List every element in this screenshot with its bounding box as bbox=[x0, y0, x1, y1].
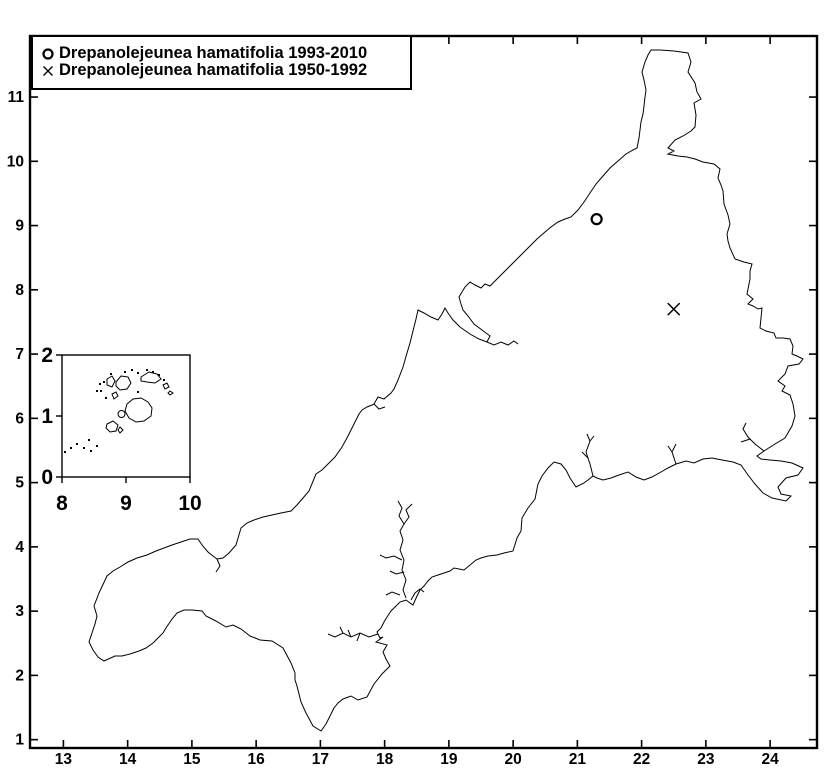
x-tick-label: 19 bbox=[440, 751, 458, 768]
islet-dot bbox=[103, 381, 105, 383]
x-tick-label: 15 bbox=[183, 751, 201, 768]
inset-x-tick-label: 9 bbox=[120, 492, 132, 515]
x-tick-label: 24 bbox=[761, 751, 779, 768]
island-eastern-isles-2 bbox=[167, 390, 174, 396]
x-tick-label: 17 bbox=[312, 751, 329, 768]
legend-item: Drepanolejeunea hamatifolia 1993-2010 bbox=[39, 45, 406, 62]
x-tick-label: 20 bbox=[504, 751, 521, 768]
river-helford-river bbox=[327, 632, 379, 638]
river-fowey-river bbox=[585, 433, 594, 477]
y-tick-label: 9 bbox=[15, 218, 24, 235]
inset-frame bbox=[61, 354, 191, 478]
legend: Drepanolejeunea hamatifolia 1993-2010 Dr… bbox=[31, 35, 412, 90]
record-marker-circle bbox=[590, 213, 603, 226]
river-lynher-river bbox=[742, 422, 765, 452]
river-fal-mylor-creek bbox=[389, 570, 405, 575]
river-fal-penryn-river bbox=[385, 591, 401, 596]
river-fal-restronguet bbox=[379, 554, 403, 561]
legend-item-label: Drepanolejeunea hamatifolia 1950-1992 bbox=[59, 61, 368, 79]
river-fal-percuil-river bbox=[410, 588, 425, 601]
islet-dot bbox=[163, 379, 165, 381]
scilly-inset: 8 9 10 0 1 2 bbox=[41, 344, 201, 515]
islet-dot bbox=[131, 369, 133, 371]
island-eastern-isles-1 bbox=[162, 382, 170, 390]
y-tick-label: 5 bbox=[15, 475, 24, 492]
islet-dot bbox=[158, 374, 160, 376]
islet-dot bbox=[90, 450, 92, 452]
y-tick-label: 10 bbox=[7, 153, 24, 170]
island-gugh bbox=[117, 426, 124, 434]
legend-item-label: Drepanolejeunea hamatifolia 1993-2010 bbox=[59, 44, 368, 62]
river-fal-truro-branch bbox=[403, 503, 413, 525]
y-tick-label: 6 bbox=[15, 410, 24, 427]
y-tick-label: 8 bbox=[15, 282, 24, 299]
islet-dot bbox=[83, 447, 85, 449]
x-marker-icon bbox=[43, 65, 53, 76]
y-tick-label: 4 bbox=[15, 539, 24, 556]
inset-y-tick-label: 2 bbox=[41, 344, 53, 367]
cornwall-map bbox=[88, 49, 804, 732]
record-marker-x bbox=[667, 302, 681, 316]
river-hayle-estuary bbox=[215, 558, 221, 573]
river-lynher-branch bbox=[740, 438, 751, 443]
islet-dot bbox=[124, 371, 126, 373]
river-looe-branch bbox=[671, 443, 677, 453]
river-fowey-fork bbox=[589, 435, 595, 442]
x-tick-label: 18 bbox=[376, 751, 394, 768]
x-tick-label: 16 bbox=[248, 751, 266, 768]
river-fal-carrick-roads bbox=[397, 500, 407, 599]
islet-dot bbox=[146, 369, 148, 371]
inset-x-tick-label: 10 bbox=[178, 492, 201, 515]
inset-y-tick-label: 1 bbox=[41, 405, 53, 428]
records bbox=[590, 213, 681, 316]
islet-dot bbox=[99, 383, 101, 385]
islet-dot bbox=[64, 451, 66, 453]
river-helford-branch-1 bbox=[347, 629, 352, 638]
islet-dot bbox=[96, 445, 98, 447]
island-bryher bbox=[106, 375, 116, 388]
river-fowey-branch bbox=[581, 451, 589, 459]
island-st-marys bbox=[124, 397, 153, 423]
y-tick-label: 7 bbox=[15, 346, 24, 363]
islet-dot bbox=[100, 390, 102, 392]
x-tick-label: 21 bbox=[569, 751, 587, 768]
islet-dot bbox=[110, 373, 112, 375]
x-tick-label: 14 bbox=[119, 751, 137, 768]
islet-dot bbox=[76, 443, 78, 445]
cornwall-coastline bbox=[88, 49, 804, 732]
islet-dot bbox=[88, 439, 90, 441]
y-tick-label: 11 bbox=[8, 89, 25, 106]
island-garrison bbox=[117, 410, 126, 418]
x-tick-label: 13 bbox=[55, 751, 73, 768]
islet-dot bbox=[70, 447, 72, 449]
river-camel-estuary bbox=[486, 340, 519, 346]
inset-y-tick-label: 0 bbox=[41, 466, 53, 489]
river-helford-branch-2 bbox=[356, 632, 361, 642]
islet-dot bbox=[152, 371, 154, 373]
islet-dot bbox=[96, 390, 98, 392]
x-tick-label: 22 bbox=[633, 751, 650, 768]
x-tick-label: 23 bbox=[697, 751, 715, 768]
river-gannel-estuary bbox=[373, 403, 386, 410]
circle-marker-icon bbox=[42, 47, 54, 60]
island-samson bbox=[111, 391, 119, 400]
islet-dot bbox=[105, 397, 107, 399]
island-st-martins bbox=[140, 371, 162, 384]
river-helford-branch-3 bbox=[339, 626, 344, 634]
y-tick-label: 3 bbox=[15, 603, 24, 620]
island-st-agnes bbox=[105, 420, 119, 433]
river-looe-river bbox=[667, 445, 677, 465]
legend-item: Drepanolejeunea hamatifolia 1950-1992 bbox=[39, 62, 406, 79]
islet-dot bbox=[137, 372, 139, 374]
island-tresco bbox=[115, 375, 132, 391]
inset-x-tick-label: 8 bbox=[56, 492, 68, 515]
islet-dot bbox=[137, 391, 139, 393]
y-tick-label: 2 bbox=[15, 667, 24, 684]
y-tick-label: 1 bbox=[15, 732, 24, 749]
